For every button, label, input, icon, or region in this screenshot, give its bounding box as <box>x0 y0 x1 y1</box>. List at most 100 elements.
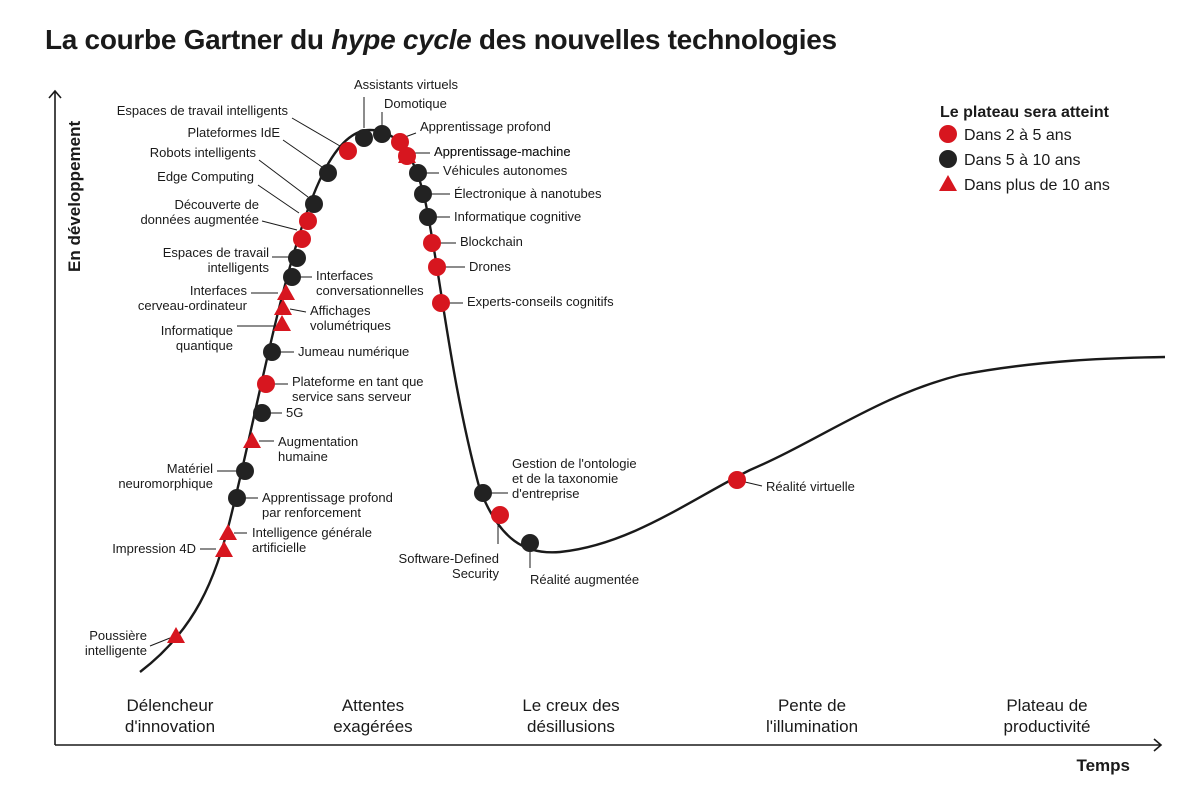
technology-label-line: Apprentissage-machine <box>434 144 571 159</box>
technology-label: Apprentissage-machine <box>434 144 571 159</box>
phase-label: Pente de l'illumination <box>766 696 858 736</box>
technology-label-line: Électronique à nanotubes <box>454 186 602 201</box>
circle-marker <box>521 534 539 552</box>
triangle-marker <box>398 147 416 163</box>
legend-title: Le plateau sera atteint <box>940 104 1110 121</box>
technology-label-line: Affichages <box>310 303 371 318</box>
phase-label-line: Le creux des <box>522 696 619 715</box>
technology-label: Software-Defined Security <box>399 551 500 581</box>
phase-label-line: Attentes <box>342 696 404 715</box>
technology-label-line: Drones <box>469 259 511 274</box>
circle-marker <box>432 294 450 312</box>
technology-label: 5G <box>286 405 303 420</box>
circle-marker <box>409 164 427 182</box>
leader-line <box>149 637 171 647</box>
technology-label-line: Poussière <box>89 628 147 643</box>
circle-marker <box>283 268 301 286</box>
technology-label: Interfaces cerveau-ordinateur <box>138 283 248 313</box>
technology-label: Informatique cognitive <box>454 209 581 224</box>
technology-label-line: conversationnelles <box>316 283 424 298</box>
technology-label-line: Intelligence générale <box>252 525 372 540</box>
title-prefix: La courbe Gartner du <box>45 24 332 55</box>
phase-label: Plateau de productivité <box>1004 696 1091 736</box>
technology-label-line: Informatique <box>161 323 233 338</box>
triangle-marker <box>274 299 292 315</box>
circle-marker <box>236 462 254 480</box>
technology-label-line: humaine <box>278 449 328 464</box>
technology-label-line: Assistants virtuels <box>354 77 459 92</box>
technology-label-line: quantique <box>176 338 233 353</box>
technology-label-line: et de la taxonomie <box>512 471 618 486</box>
x-axis-label: Temps <box>1076 756 1130 775</box>
technology-label: Électronique à nanotubes <box>454 186 602 201</box>
phase-label: Attentes exagérées <box>333 696 412 736</box>
circle-marker <box>253 404 271 422</box>
technology-label: Experts-conseils cognitifs <box>467 294 614 309</box>
hype-curve <box>139 128 1166 673</box>
circle-marker <box>228 489 246 507</box>
technology-label: Plateformes IdE <box>188 125 281 140</box>
technology-label-line: données augmentée <box>140 212 259 227</box>
y-axis-label: En développement <box>65 121 84 272</box>
technology-label-line: Robots intelligents <box>150 145 257 160</box>
circle-marker <box>263 343 281 361</box>
technology-label-line: neuromorphique <box>118 476 213 491</box>
technology-label: Plateforme en tant que service sans serve… <box>292 374 424 404</box>
technology-markers <box>167 125 746 643</box>
technology-label-line: Security <box>452 566 499 581</box>
technology-label: Apprentissage profond <box>420 119 551 134</box>
technology-label: Blockchain <box>460 234 523 249</box>
triangle-marker <box>277 284 295 300</box>
phase-label-line: exagérées <box>333 717 412 736</box>
technology-label-line: Informatique cognitive <box>454 209 581 224</box>
technology-label-line: Edge Computing <box>157 169 254 184</box>
title-italic: hype cycle <box>331 24 472 55</box>
technology-label: Réalité augmentée <box>530 572 639 587</box>
circle-marker <box>299 212 317 230</box>
circle-marker <box>288 249 306 267</box>
technology-label: Interfaces conversationnelles <box>316 268 424 298</box>
technology-label-line: Réalité augmentée <box>530 572 639 587</box>
leader-line <box>261 220 298 231</box>
title-suffix: des nouvelles technologies <box>471 24 837 55</box>
technology-label-line: Blockchain <box>460 234 523 249</box>
technology-label-line: Espaces de travail intelligents <box>117 103 289 118</box>
legend-circle-icon <box>939 150 957 168</box>
leader-lines <box>149 97 763 647</box>
technology-label: Assistants virtuels <box>354 77 459 92</box>
triangle-marker <box>243 432 261 448</box>
technology-label-line: intelligents <box>208 260 270 275</box>
technology-label-line: Gestion de l'ontologie <box>512 456 637 471</box>
circle-marker <box>257 375 275 393</box>
phase-label-line: Plateau de <box>1006 696 1087 715</box>
triangle-marker <box>219 524 237 540</box>
technology-label-line: Plateforme en tant que <box>292 374 424 389</box>
technology-label-line: artificielle <box>252 540 306 555</box>
leader-line <box>291 117 341 147</box>
phase-label: Le creux des désillusions <box>522 696 619 736</box>
circle-marker <box>474 484 492 502</box>
leader-line <box>744 481 763 487</box>
technology-label: Edge Computing <box>157 169 254 184</box>
technology-label-line: Augmentation <box>278 434 358 449</box>
technology-label-line: Espaces de travail <box>163 245 269 260</box>
technology-label: Robots intelligents <box>150 145 257 160</box>
circle-marker <box>728 471 746 489</box>
technology-label: Véhicules autonomes <box>443 163 568 178</box>
technology-label-line: Réalité virtuelle <box>766 479 855 494</box>
technology-label-line: Apprentissage profond <box>262 490 393 505</box>
circle-marker <box>428 258 446 276</box>
technology-label: Augmentation humaine <box>278 434 358 464</box>
technology-label-line: d'entreprise <box>512 486 580 501</box>
phase-label-line: Délencheur <box>127 696 214 715</box>
phase-label-line: Pente de <box>778 696 846 715</box>
technology-label-line: Apprentissage-machine <box>434 144 571 159</box>
circle-marker <box>423 234 441 252</box>
legend-item-label: Dans plus de 10 ans <box>964 177 1110 194</box>
phase-label-line: productivité <box>1004 717 1091 736</box>
technology-label: Impression 4D <box>112 541 196 556</box>
technology-label-line: Software-Defined <box>399 551 499 566</box>
phase-labels: Délencheur d'innovation Attentes exagérées L… <box>125 696 1091 736</box>
technology-label: Jumeau numérique <box>298 344 409 359</box>
